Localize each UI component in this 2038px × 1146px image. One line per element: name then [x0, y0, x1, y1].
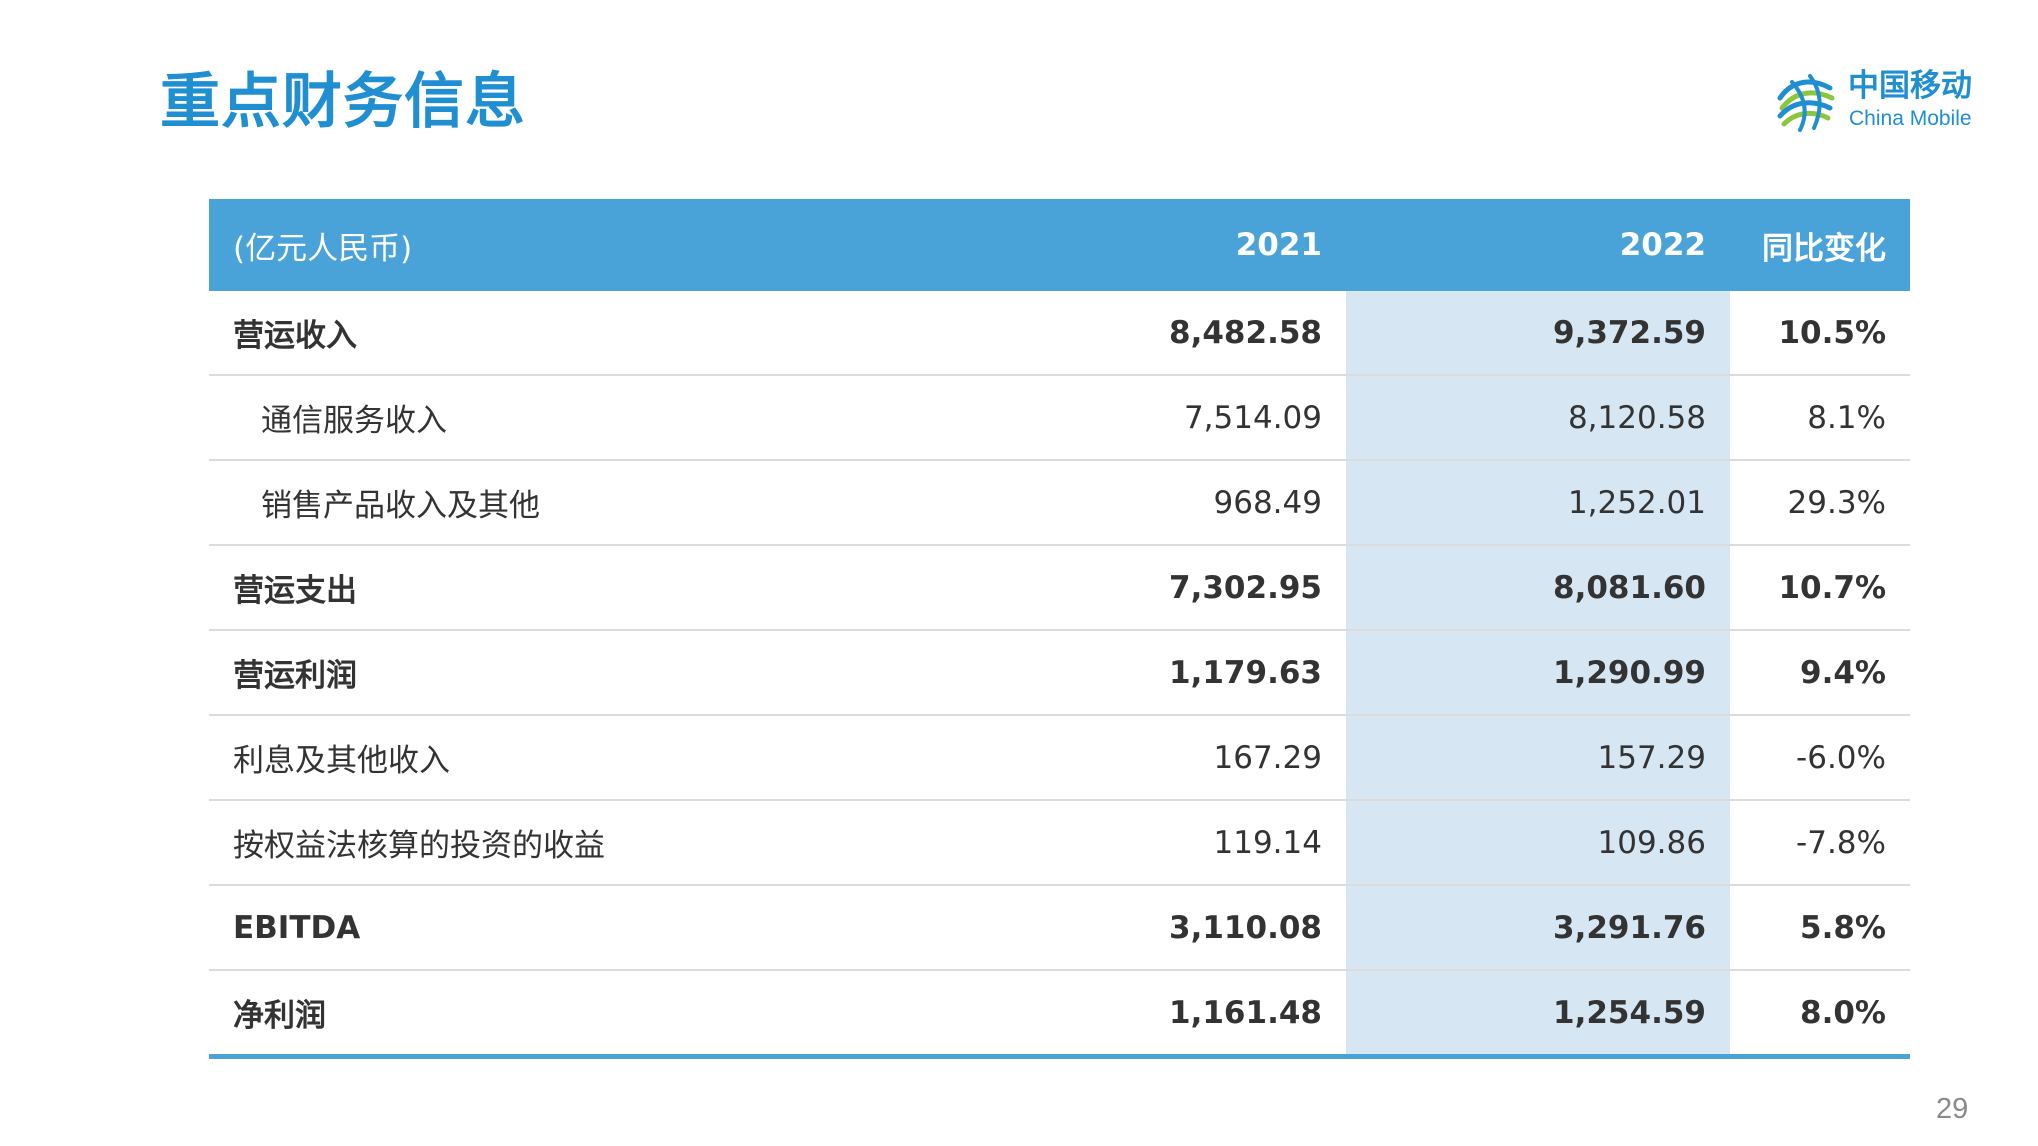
header-yoy-change: 同比变化 [1730, 199, 1910, 291]
value-2021: 3,110.08 [937, 885, 1346, 971]
value-2022: 8,120.58 [1346, 375, 1730, 461]
value-2022: 1,252.01 [1346, 460, 1730, 546]
header-unit: (亿元人民币) [209, 199, 937, 291]
table-row: 净利润 1,161.48 1,254.59 8.0% [209, 970, 1910, 1059]
table-row: 按权益法核算的投资的收益 119.14 109.86 -7.8% [209, 800, 1910, 886]
value-2022: 8,081.60 [1346, 545, 1730, 631]
table-row: EBITDA 3,110.08 3,291.76 5.8% [209, 885, 1910, 971]
value-2021: 1,161.48 [937, 970, 1346, 1059]
value-2022: 3,291.76 [1346, 885, 1730, 971]
value-2021: 1,179.63 [937, 630, 1346, 716]
value-2022: 1,254.59 [1346, 970, 1730, 1059]
value-2021: 7,302.95 [937, 545, 1346, 631]
china-mobile-logo-icon [1777, 74, 1835, 132]
table-row: 营运支出 7,302.95 8,081.60 10.7% [209, 545, 1910, 631]
page-title: 重点财务信息 [160, 67, 526, 137]
financial-table: (亿元人民币) 2021 2022 同比变化 营运收入 8,482.58 9,3… [209, 199, 1910, 1059]
value-2021: 7,514.09 [937, 375, 1346, 461]
row-label: 营运收入 [209, 291, 937, 376]
row-label: 销售产品收入及其他 [209, 460, 937, 546]
table-row: 营运收入 8,482.58 9,372.59 10.5% [209, 291, 1910, 376]
china-mobile-logo: 中国移动 China Mobile [1772, 66, 1988, 138]
value-2021: 8,482.58 [937, 291, 1346, 376]
row-label: 净利润 [209, 970, 937, 1059]
logo-text-en: China Mobile [1849, 107, 1972, 130]
value-change: -7.8% [1730, 800, 1910, 886]
row-label: 营运利润 [209, 630, 937, 716]
row-label: EBITDA [209, 885, 937, 971]
value-2022: 109.86 [1346, 800, 1730, 886]
value-change: 9.4% [1730, 630, 1910, 716]
value-change: 8.0% [1730, 970, 1910, 1059]
value-2022: 1,290.99 [1346, 630, 1730, 716]
value-change: 29.3% [1730, 460, 1910, 546]
row-label: 通信服务收入 [209, 375, 937, 461]
table-header-row: (亿元人民币) 2021 2022 同比变化 [209, 199, 1910, 291]
table-row: 利息及其他收入 167.29 157.29 -6.0% [209, 715, 1910, 801]
page-number: 29 [1936, 1093, 1969, 1125]
row-label: 按权益法核算的投资的收益 [209, 800, 937, 886]
header-2022: 2022 [1346, 199, 1730, 291]
value-change: 5.8% [1730, 885, 1910, 971]
value-change: 10.7% [1730, 545, 1910, 631]
value-change: 8.1% [1730, 375, 1910, 461]
value-2021: 119.14 [937, 800, 1346, 886]
table-row: 营运利润 1,179.63 1,290.99 9.4% [209, 630, 1910, 716]
header-2021: 2021 [937, 199, 1346, 291]
row-label: 利息及其他收入 [209, 715, 937, 801]
value-2022: 9,372.59 [1346, 291, 1730, 376]
value-2021: 968.49 [937, 460, 1346, 546]
value-change: 10.5% [1730, 291, 1910, 376]
value-change: -6.0% [1730, 715, 1910, 801]
value-2022: 157.29 [1346, 715, 1730, 801]
value-2021: 167.29 [937, 715, 1346, 801]
logo-text-cn: 中国移动 [1848, 68, 1972, 104]
row-label: 营运支出 [209, 545, 937, 631]
table-row: 通信服务收入 7,514.09 8,120.58 8.1% [209, 375, 1910, 461]
table-row: 销售产品收入及其他 968.49 1,252.01 29.3% [209, 460, 1910, 546]
